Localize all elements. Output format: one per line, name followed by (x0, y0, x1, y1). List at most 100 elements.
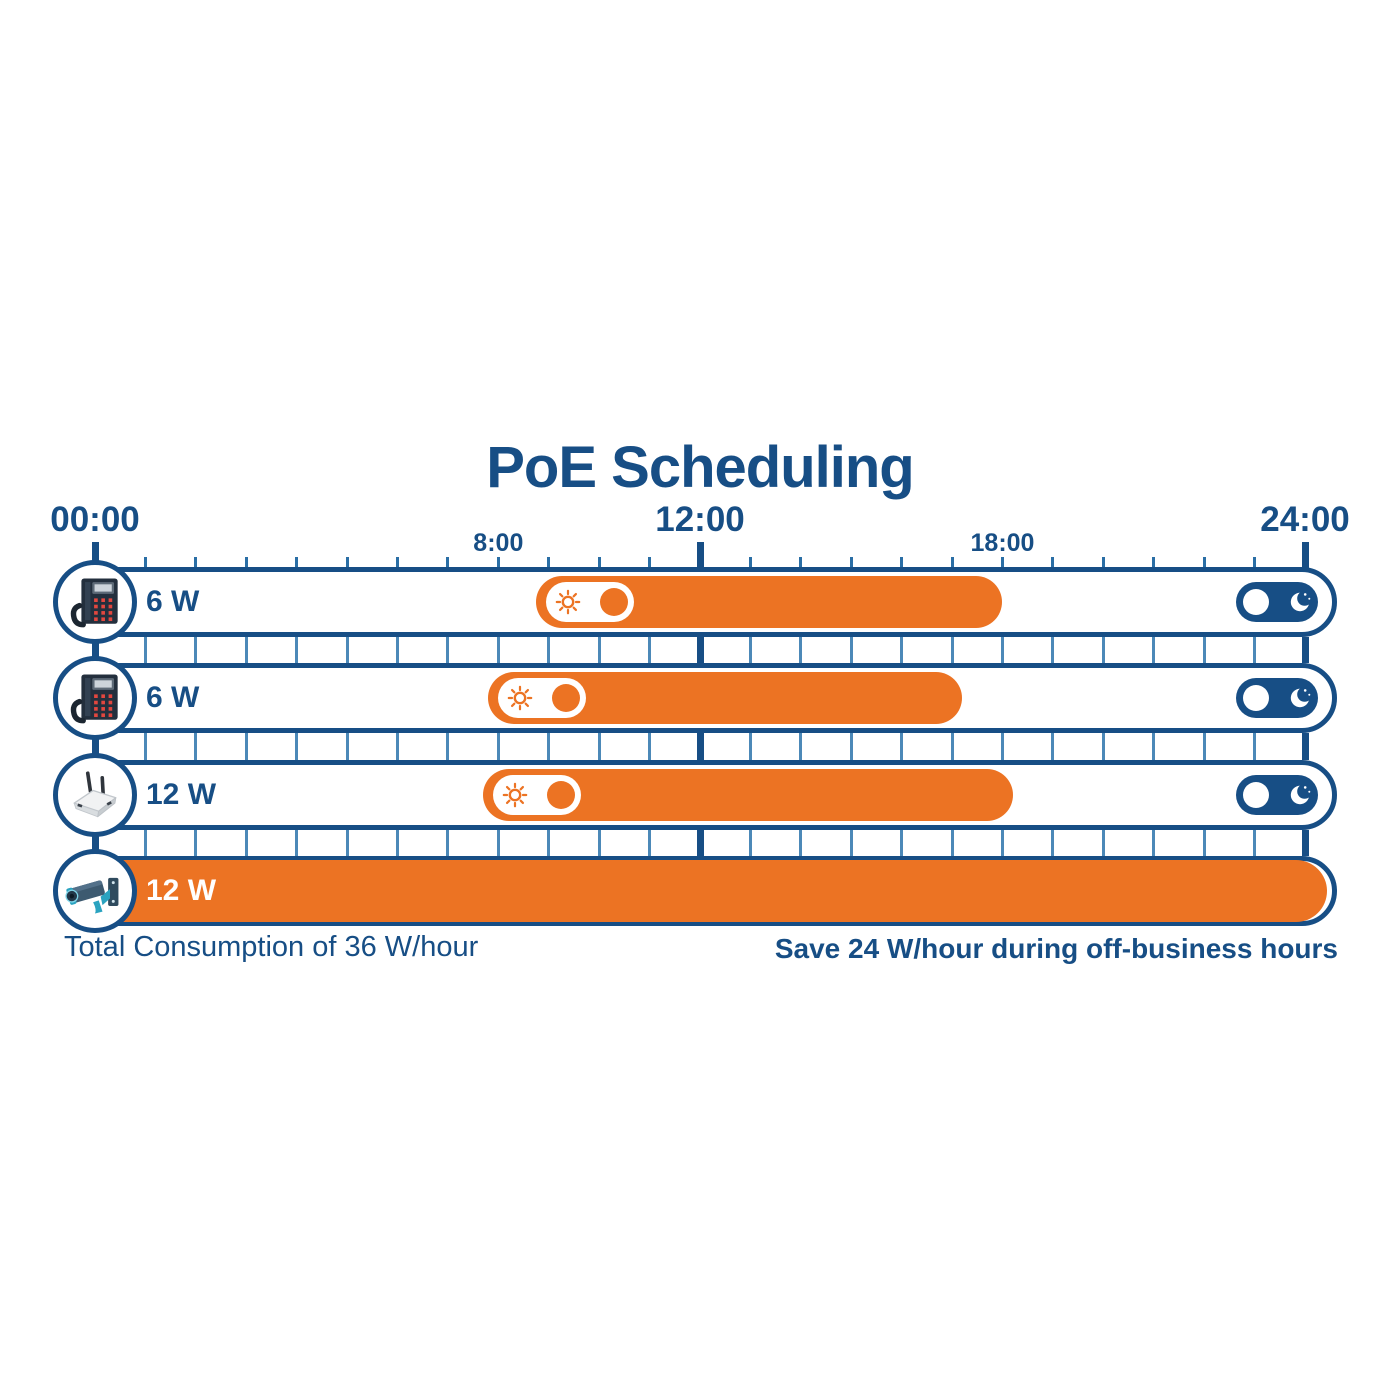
night-toggle-switch[interactable] (1236, 775, 1318, 815)
major-hour-tick (91, 542, 99, 570)
night-toggle-switch[interactable] (1236, 582, 1318, 622)
day-toggle-switch[interactable] (546, 582, 635, 622)
hour-tick (1101, 733, 1105, 760)
hour-grid-band (0, 637, 1400, 663)
hour-tick (900, 637, 904, 663)
axis-label-2400: 24:00 (1260, 500, 1350, 539)
hour-tick (244, 830, 248, 856)
night-toggle-switch[interactable] (1236, 678, 1318, 718)
hour-tick (244, 637, 248, 663)
day-toggle-switch[interactable] (498, 678, 587, 718)
hour-tick (1253, 733, 1257, 760)
total-consumption-text: Total Consumption of 36 W/hour (64, 931, 479, 963)
day-toggle-knob (552, 684, 581, 712)
hour-tick (143, 637, 147, 663)
hour-tick (597, 830, 601, 856)
hour-tick (900, 830, 904, 856)
power-label: 6 W (146, 585, 200, 618)
hour-tick (143, 557, 147, 570)
hour-tick (748, 557, 752, 570)
powered-on-bar (536, 576, 1003, 628)
night-toggle-knob (1243, 685, 1269, 711)
hour-tick (295, 830, 299, 856)
hour-tick (950, 557, 954, 570)
hour-tick (396, 557, 399, 570)
hour-tick (648, 637, 652, 663)
hour-tick (194, 637, 198, 663)
hour-tick (950, 733, 954, 760)
hour-tick (446, 733, 450, 760)
major-hour-tick (1301, 733, 1309, 760)
hour-tick (849, 637, 853, 663)
schedule-row-phone-1: 6 W (0, 560, 1400, 644)
hour-tick (1152, 637, 1156, 663)
hour-tick (748, 830, 752, 856)
hour-tick (396, 830, 399, 856)
axis-label-1200: 12:00 (655, 500, 745, 539)
cctv-camera-icon (53, 849, 137, 933)
hour-tick (496, 733, 500, 760)
powered-on-bar (483, 769, 1013, 821)
hour-tick (748, 637, 752, 663)
hour-tick (1253, 637, 1257, 663)
savings-text: Save 24 W/hour during off-business hours (774, 933, 1338, 964)
power-label: 12 W (146, 874, 217, 907)
hour-tick (597, 637, 601, 663)
hour-tick (1051, 637, 1055, 663)
hour-tick (799, 830, 803, 856)
day-toggle-switch[interactable] (493, 775, 582, 815)
hour-tick (396, 637, 399, 663)
hour-tick (1202, 733, 1206, 760)
hour-tick (1101, 637, 1105, 663)
hour-tick (446, 830, 450, 856)
hour-tick (295, 557, 299, 570)
hour-grid-band (0, 733, 1400, 760)
hour-tick (1001, 830, 1004, 856)
hour-tick (244, 733, 248, 760)
major-hour-tick (696, 542, 704, 570)
hour-tick (1202, 637, 1206, 663)
day-toggle-knob (600, 588, 629, 616)
hour-tick (1051, 830, 1055, 856)
hour-tick (950, 830, 954, 856)
hour-tick (295, 637, 299, 663)
major-hour-tick (1301, 830, 1309, 856)
schedule-row-camera: 12 W (0, 849, 1400, 933)
hour-tick (1152, 557, 1156, 570)
hour-tick (547, 637, 551, 663)
major-hour-tick (91, 637, 99, 663)
hour-tick (950, 637, 954, 663)
hour-tick (194, 557, 198, 570)
hour-tick (547, 733, 551, 760)
major-hour-tick (696, 733, 704, 760)
hour-tick (496, 637, 500, 663)
hour-tick (1001, 557, 1004, 570)
powered-on-bar (74, 860, 1327, 922)
hour-tick (900, 557, 904, 570)
night-toggle-knob (1243, 589, 1269, 615)
hour-tick (496, 557, 500, 570)
hour-tick (194, 830, 198, 856)
night-toggle-knob (1243, 782, 1269, 808)
hour-tick (244, 557, 248, 570)
hour-tick (345, 557, 349, 570)
page-title: PoE Scheduling (486, 435, 915, 500)
major-hour-tick (696, 830, 704, 856)
hour-tick (748, 733, 752, 760)
axis-label-0000: 00:00 (50, 500, 140, 539)
sun-icon (505, 683, 535, 718)
hour-tick (1202, 557, 1206, 570)
hour-tick (446, 637, 450, 663)
hour-tick (143, 830, 147, 856)
hour-tick (1051, 733, 1055, 760)
hour-tick (1253, 557, 1257, 570)
hour-tick (648, 557, 652, 570)
hour-tick (143, 733, 147, 760)
hour-tick (597, 557, 601, 570)
power-label: 12 W (146, 778, 217, 811)
ip-phone-icon (53, 656, 137, 740)
access-point-icon (53, 753, 137, 837)
schedule-row-access-point: 12 W (0, 753, 1400, 837)
hour-tick (345, 830, 349, 856)
day-toggle-knob (547, 781, 576, 809)
